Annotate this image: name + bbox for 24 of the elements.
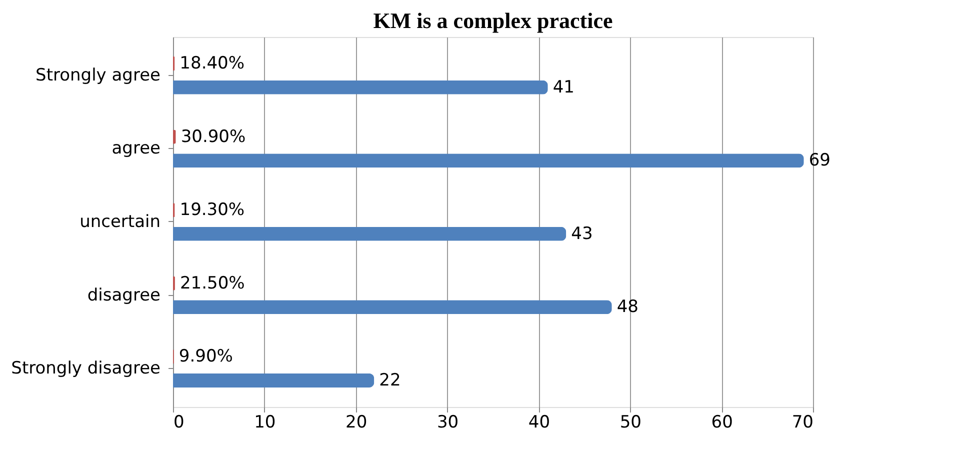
x-tick-label: 30	[436, 412, 459, 432]
data-label: 9.90%	[178, 346, 233, 367]
data-label: 19.30%	[180, 200, 245, 220]
y-tick-label: Strongly agree	[36, 65, 160, 86]
x-tick-label: 10	[254, 412, 276, 432]
x-tick-label: 50	[620, 412, 642, 432]
x-tick-label: 70	[792, 412, 814, 432]
data-label: 22	[379, 370, 401, 390]
x-tick-label: 0	[174, 412, 184, 432]
data-label: 48	[616, 297, 638, 318]
data-label: 21.50%	[180, 273, 245, 294]
x-tick-label: 40	[528, 412, 550, 432]
data-label: 43	[571, 224, 593, 244]
y-tick-label: disagree	[87, 285, 160, 306]
y-tick-label: uncertain	[80, 212, 160, 232]
data-label: 18.40%	[180, 54, 245, 74]
data-label: 30.90%	[180, 126, 246, 147]
y-tick-label: agree	[112, 138, 160, 159]
data-label: 69	[808, 150, 830, 171]
data-label: 41	[552, 77, 574, 98]
x-tick-label: 20	[346, 412, 368, 432]
chart-title: KM is a complex practice	[373, 8, 613, 33]
y-tick-label: Strongly disagree	[11, 358, 160, 379]
x-tick-label: 60	[711, 412, 733, 432]
